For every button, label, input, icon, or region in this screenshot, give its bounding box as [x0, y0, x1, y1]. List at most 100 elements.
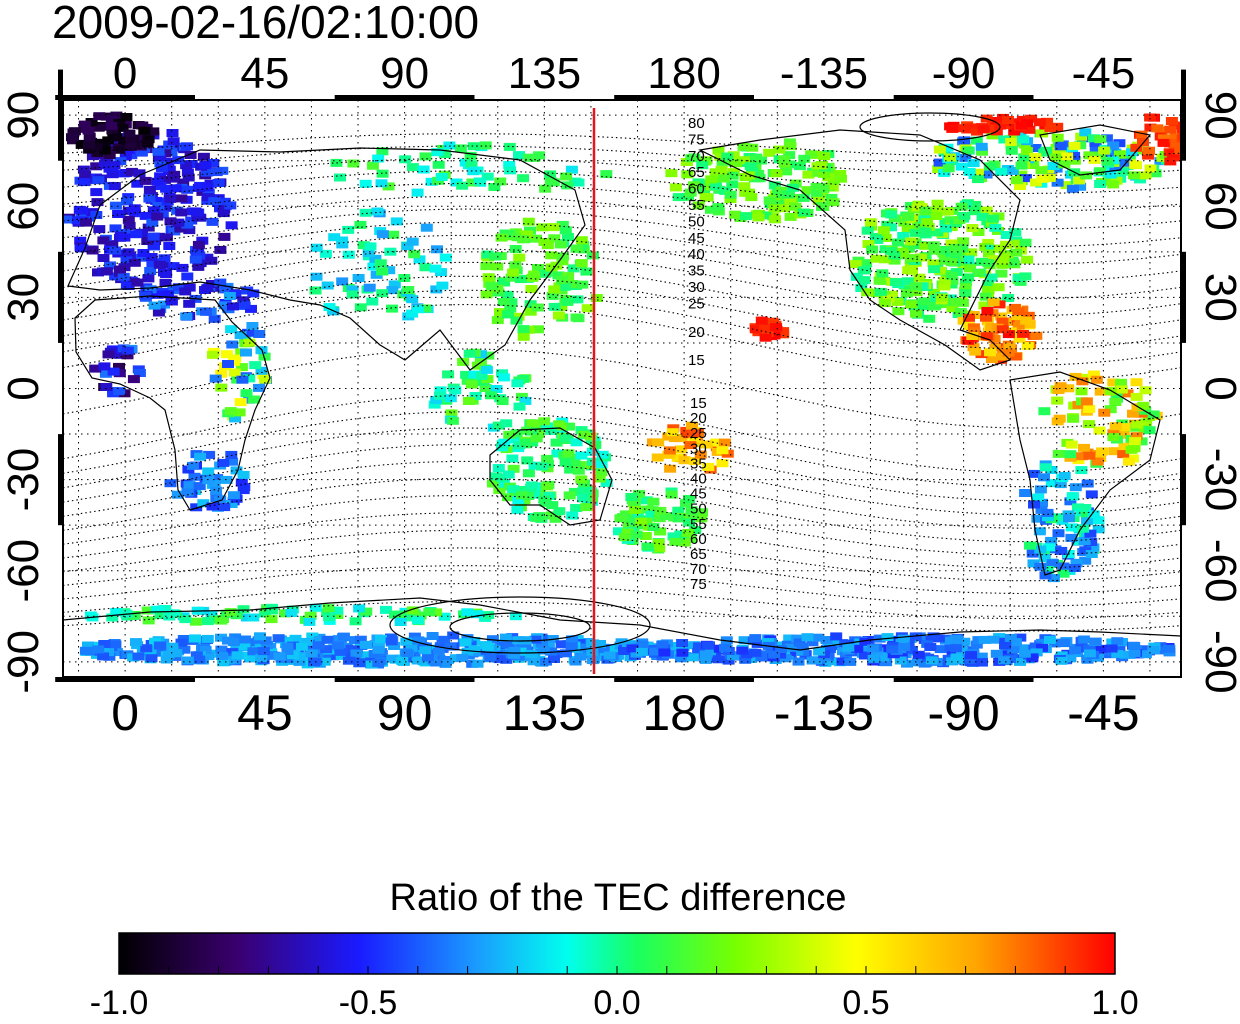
tec-cell — [1118, 423, 1131, 432]
tec-cell — [902, 212, 914, 221]
contour-line — [63, 494, 1181, 556]
tec-cell — [107, 389, 120, 398]
tec-cell — [1028, 469, 1041, 478]
tec-cell — [457, 357, 470, 366]
tec-cell — [438, 612, 451, 621]
tec-cell — [562, 233, 574, 241]
tec-cell — [600, 478, 613, 487]
tec-cell — [836, 657, 849, 666]
tec-cell — [419, 304, 432, 313]
tec-cell — [652, 438, 665, 447]
tec-cell — [639, 532, 652, 540]
tec-cell — [142, 135, 155, 144]
tec-cell — [939, 224, 952, 233]
tec-cell — [696, 508, 708, 517]
tec-cell — [967, 343, 980, 352]
tec-cell — [752, 213, 765, 222]
tec-cell — [769, 215, 781, 224]
contour-label: 75 — [688, 131, 705, 148]
tec-cell — [1033, 527, 1046, 536]
tec-cell — [222, 636, 234, 645]
tec-cell — [259, 609, 271, 618]
tec-cell — [1055, 656, 1068, 665]
tec-cell — [225, 325, 238, 334]
tec-cell — [709, 182, 722, 191]
tec-cell — [1021, 255, 1034, 264]
tec-cell — [127, 375, 140, 384]
tec-cell — [403, 654, 416, 663]
tec-cell — [946, 124, 959, 133]
tec-cell — [860, 259, 873, 268]
tec-cell — [498, 278, 511, 287]
tec-cell — [235, 478, 248, 487]
tec-cell — [138, 126, 151, 135]
tec-cell — [942, 164, 955, 173]
tec-cell — [595, 468, 608, 477]
tec-cell — [181, 272, 194, 281]
tec-cell — [698, 186, 710, 195]
tec-cell — [497, 298, 510, 307]
contour-labels: 8075706560555045403530252015152025303540… — [688, 115, 707, 593]
tec-cell — [539, 498, 552, 507]
tec-cell — [183, 226, 196, 235]
tec-cell — [225, 221, 238, 230]
tec-cell — [144, 285, 157, 294]
tec-cell — [154, 611, 167, 620]
tec-cell — [572, 466, 585, 475]
tec-cell — [958, 124, 970, 133]
tec-cell — [1002, 330, 1015, 339]
tec-cell — [1014, 657, 1026, 666]
tec-cell — [1087, 370, 1100, 379]
contour-line — [63, 289, 1181, 366]
tec-cell — [188, 472, 201, 481]
tec-cell — [555, 640, 568, 649]
tec-cell — [508, 646, 521, 655]
tec-cell — [896, 247, 909, 256]
tec-cell — [167, 174, 179, 183]
tec-cell — [1169, 133, 1181, 142]
tec-cell — [919, 241, 932, 250]
tec-cell — [1038, 554, 1051, 562]
tec-cell — [507, 464, 520, 473]
tec-cell — [102, 136, 115, 145]
tec-cell — [528, 461, 541, 470]
tec-cell — [496, 397, 509, 406]
tec-cell — [1104, 170, 1117, 179]
tec-cell — [666, 428, 679, 437]
tec-cell — [934, 266, 947, 275]
x-tick-label-bottom: -45 — [1067, 685, 1139, 741]
x-tick-label-top: 45 — [240, 49, 289, 98]
contour-label: 70 — [688, 148, 705, 165]
tec-cell — [257, 371, 270, 380]
colorbar-tick-label: 1.0 — [1091, 984, 1138, 1022]
tec-cell — [820, 636, 833, 644]
tec-cell — [669, 434, 681, 443]
tec-cell — [78, 120, 91, 129]
tec-cell — [224, 608, 237, 617]
tec-cell — [153, 641, 166, 650]
tec-cell — [349, 617, 362, 626]
tec-cell — [454, 144, 467, 153]
tec-cell — [1168, 121, 1181, 130]
tec-cell — [259, 636, 272, 645]
tec-cell — [556, 220, 569, 229]
tec-cell — [539, 184, 552, 193]
tec-cell — [1030, 331, 1043, 340]
tec-cell — [187, 461, 199, 470]
tec-cell — [78, 178, 91, 187]
tec-cell — [985, 244, 998, 253]
tec-cell — [1085, 490, 1098, 499]
tec-cell — [705, 205, 717, 214]
tec-cell — [400, 637, 413, 646]
tec-cell — [755, 653, 768, 662]
tec-cell — [461, 608, 474, 617]
tec-cell — [158, 268, 170, 277]
tec-cell — [1051, 178, 1064, 187]
tec-cell — [503, 229, 516, 238]
tec-cell — [984, 348, 996, 357]
tec-cell — [334, 647, 347, 656]
tec-cell — [962, 336, 975, 345]
y-tick-label-left: 0 — [0, 376, 48, 400]
tec-cell — [806, 638, 819, 647]
tec-cell — [1052, 449, 1065, 458]
